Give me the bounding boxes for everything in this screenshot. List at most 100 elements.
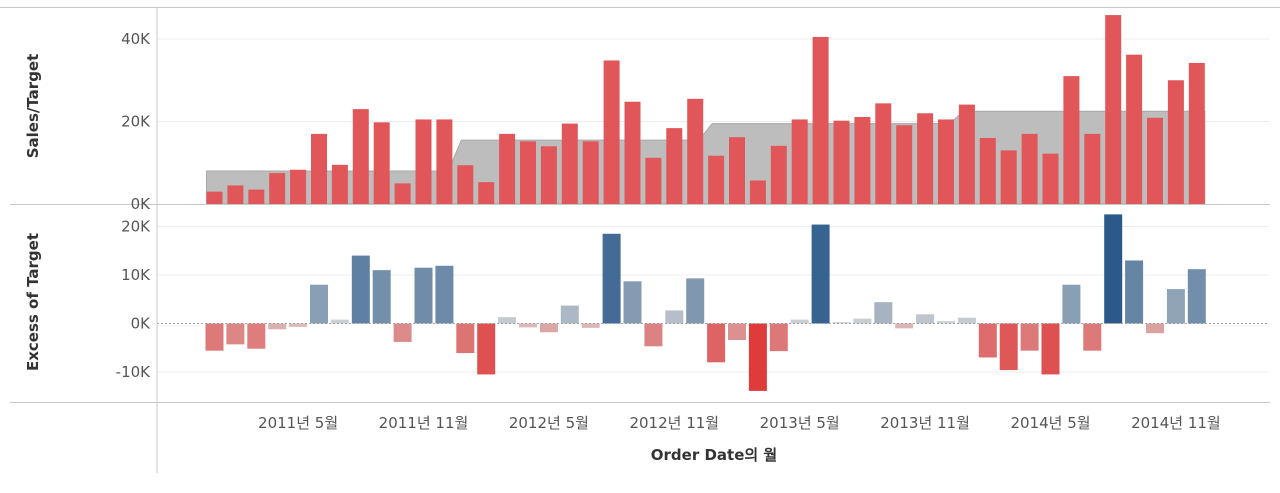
sales-bars-layer [206, 15, 1205, 205]
sales-bar [896, 125, 913, 204]
excess-bar [957, 317, 976, 324]
excess-bar [644, 323, 663, 347]
sales-bar [1000, 150, 1017, 204]
bottom-y-axis-title: Excess of Target [24, 233, 42, 371]
excess-bar [519, 323, 537, 328]
excess-bar [623, 281, 642, 324]
bottom-y-tick-label: 10K [121, 266, 151, 284]
excess-bar [853, 318, 872, 324]
sales-bar [917, 113, 934, 204]
sales-bar [624, 101, 641, 204]
excess-bar [1125, 260, 1144, 324]
sales-bar [561, 123, 578, 204]
excess-bar [226, 323, 245, 345]
sales-bar [540, 146, 557, 204]
excess-bar [581, 323, 600, 328]
sales-bar [749, 180, 766, 204]
excess-bar [728, 323, 746, 340]
excess-bar [832, 322, 851, 324]
sales-bar [520, 141, 536, 204]
sales-bar [415, 119, 432, 204]
excess-bar [937, 321, 955, 324]
x-tick-label: 2014년 5월 [1010, 414, 1090, 432]
excess-bar [602, 233, 621, 324]
excess-bar [916, 314, 935, 324]
excess-bar [769, 323, 788, 352]
sales-bar [708, 155, 725, 204]
excess-bar [498, 317, 517, 324]
top-y-axis-title: Sales/Target [24, 54, 42, 159]
x-tick-label: 2011년 5월 [258, 414, 338, 432]
excess-bar [435, 265, 454, 324]
excess-bar [1020, 323, 1039, 351]
sales-bar [854, 116, 871, 204]
excess-bar [978, 323, 997, 358]
excess-bar [1146, 323, 1164, 334]
sales-bar [457, 165, 474, 204]
sales-bar [791, 119, 808, 204]
sales-bar [290, 169, 307, 204]
sales-bar [833, 120, 850, 204]
sales-bar [812, 36, 829, 204]
top-y-tick-label: 20K [121, 113, 151, 131]
bottom-y-tick-label: 20K [121, 218, 151, 236]
sales-bar [1042, 153, 1059, 204]
sales-bar [875, 103, 892, 204]
sales-bar [687, 98, 704, 204]
sales-bar [938, 119, 954, 204]
excess-bar [874, 302, 893, 324]
labels-layer: 0K 20K 40K -10K 0K 10K 20K 2011년 5월 2011년 11월 201… [116, 30, 1221, 432]
excess-bar [686, 278, 705, 324]
sales-bar [1126, 54, 1143, 204]
excess-bar [1104, 214, 1123, 324]
x-tick-label: 2012년 5월 [509, 414, 589, 432]
sales-bar [394, 183, 411, 204]
top-y-tick-label: 0K [131, 195, 152, 213]
sales-bar [979, 138, 996, 204]
sales-bar [206, 191, 223, 204]
excess-bar [1041, 323, 1060, 375]
sales-bar [478, 182, 495, 204]
excess-bar [999, 323, 1018, 371]
sales-bar [958, 104, 975, 204]
excess-bar [1187, 269, 1206, 324]
excess-bar [895, 323, 914, 329]
sales-bar [436, 119, 453, 204]
sales-bar [499, 133, 516, 204]
x-tick-label: 2013년 5월 [760, 414, 840, 432]
excess-bar [811, 224, 830, 324]
sales-bar [1167, 80, 1184, 204]
excess-bars-layer [205, 214, 1206, 391]
bottom-y-tick-label: -10K [116, 363, 151, 381]
excess-bar [707, 323, 726, 363]
bottom-y-tick-label: 0K [131, 315, 152, 333]
excess-bar [790, 319, 809, 324]
panel-frame [0, 7, 1280, 473]
sales-bar [1084, 133, 1101, 204]
excess-bar [748, 323, 767, 391]
excess-bar [205, 323, 224, 351]
excess-bar [1083, 323, 1102, 351]
excess-bar [665, 310, 684, 324]
excess-bar [268, 323, 287, 330]
excess-bar [1062, 284, 1081, 324]
excess-bar [393, 323, 412, 342]
excess-bar [539, 323, 558, 333]
sales-bar [729, 137, 745, 204]
sales-bar [645, 157, 662, 204]
excess-bar [310, 284, 328, 324]
sales-bar [1105, 15, 1122, 205]
sales-bar [1063, 76, 1080, 204]
sales-bar [582, 141, 599, 204]
excess-bar [372, 270, 391, 324]
excess-bar [247, 323, 266, 349]
excess-bar [351, 255, 370, 324]
excess-bar [330, 319, 349, 324]
x-tick-label: 2011년 11월 [379, 414, 469, 432]
excess-bar [1166, 289, 1185, 324]
sales-bar [1021, 133, 1038, 204]
sales-bar [603, 60, 620, 205]
x-tick-label: 2014년 11월 [1131, 414, 1221, 432]
sales-bar [269, 173, 286, 204]
